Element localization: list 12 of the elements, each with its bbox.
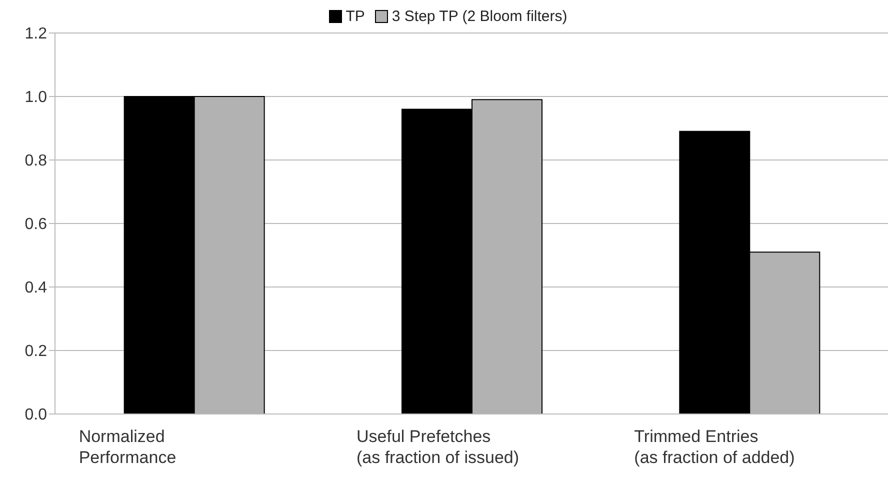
x-tick-label: Trimmed Entries (as fraction of added) <box>634 427 795 467</box>
y-tick-label: 0.0 <box>24 406 48 424</box>
legend-label: TP <box>344 8 365 25</box>
y-tick-label: 1.2 <box>24 26 48 43</box>
x-tick-label: Normalized Performance <box>78 427 176 467</box>
legend-label: 3 Step TP (2 Bloom filters) <box>390 8 568 25</box>
y-tick-label: 0.2 <box>24 343 48 360</box>
y-tick-label: 1.0 <box>24 89 48 106</box>
y-tick-label: 0.4 <box>24 280 48 297</box>
y-tick-label: 0.8 <box>24 152 48 170</box>
y-tick-label: 0.6 <box>24 216 48 234</box>
x-tick-label: Useful Prefetches (as fraction of issued) <box>356 427 520 467</box>
